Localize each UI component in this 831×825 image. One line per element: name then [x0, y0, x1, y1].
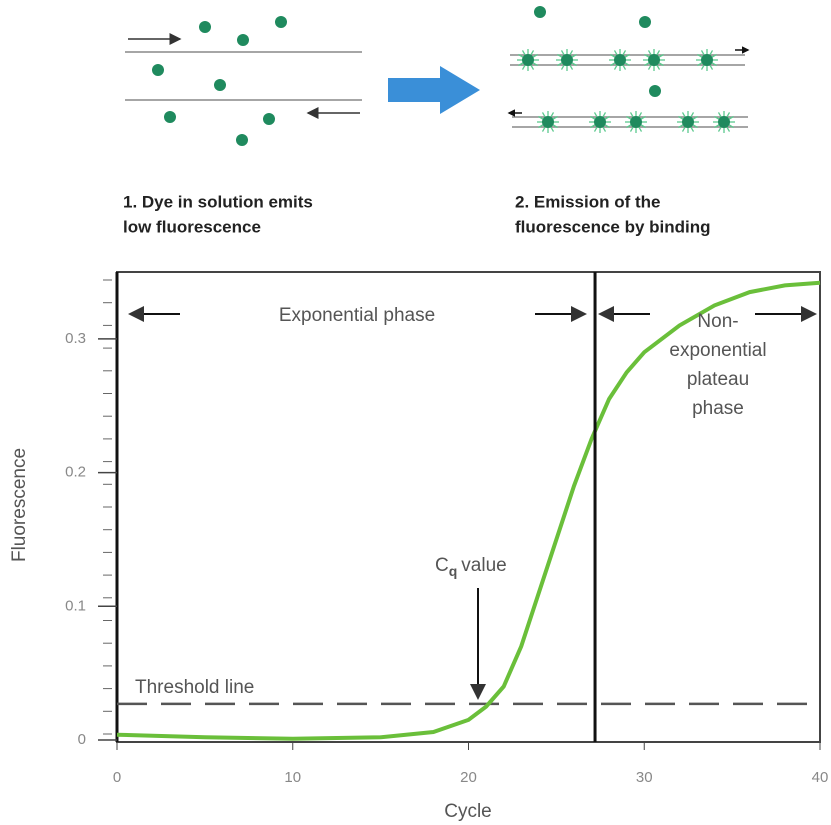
x-tick-label: 20	[460, 769, 477, 786]
plateau-label: phase	[692, 398, 744, 419]
plateau-label: exponential	[669, 340, 766, 361]
dye-dot	[630, 116, 642, 128]
dye-dot	[648, 54, 660, 66]
caption: 2. Emission of the	[515, 192, 660, 211]
cq-label: Cq value	[435, 555, 507, 579]
dye-dot	[718, 116, 730, 128]
x-axis-label: Cycle	[444, 801, 492, 822]
fluorescence-curve	[116, 280, 821, 741]
x-tick-label: 40	[812, 769, 829, 786]
dye-dot	[614, 54, 626, 66]
y-tick-label: 0.2	[65, 464, 86, 481]
y-tick-label: 0	[78, 731, 86, 748]
caption: fluorescence by binding	[515, 217, 711, 236]
exponential-label: Exponential phase	[279, 305, 435, 326]
y-tick-label: 0.3	[65, 330, 86, 347]
caption: low fluorescence	[123, 217, 261, 236]
dye-dot	[561, 54, 573, 66]
x-tick-label: 10	[284, 769, 301, 786]
caption: 1. Dye in solution emits	[123, 192, 313, 211]
y-tick-label: 0.1	[65, 597, 86, 614]
cq-main: C	[435, 555, 449, 576]
x-tick-label: 30	[636, 769, 653, 786]
cq-rest: value	[461, 555, 506, 576]
dye-dot	[701, 54, 713, 66]
dye-dot	[682, 116, 694, 128]
x-tick-label: 0	[113, 769, 121, 786]
threshold-label: Threshold line	[135, 677, 254, 698]
plateau-label: Non-	[697, 311, 738, 332]
plateau-label: plateau	[687, 369, 749, 390]
dye-dot	[594, 116, 606, 128]
cq-sub: q	[449, 563, 458, 579]
illustration	[125, 6, 750, 146]
dye-dot	[542, 116, 554, 128]
y-axis-label: Fluorescence	[9, 448, 30, 562]
dye-dot	[522, 54, 534, 66]
